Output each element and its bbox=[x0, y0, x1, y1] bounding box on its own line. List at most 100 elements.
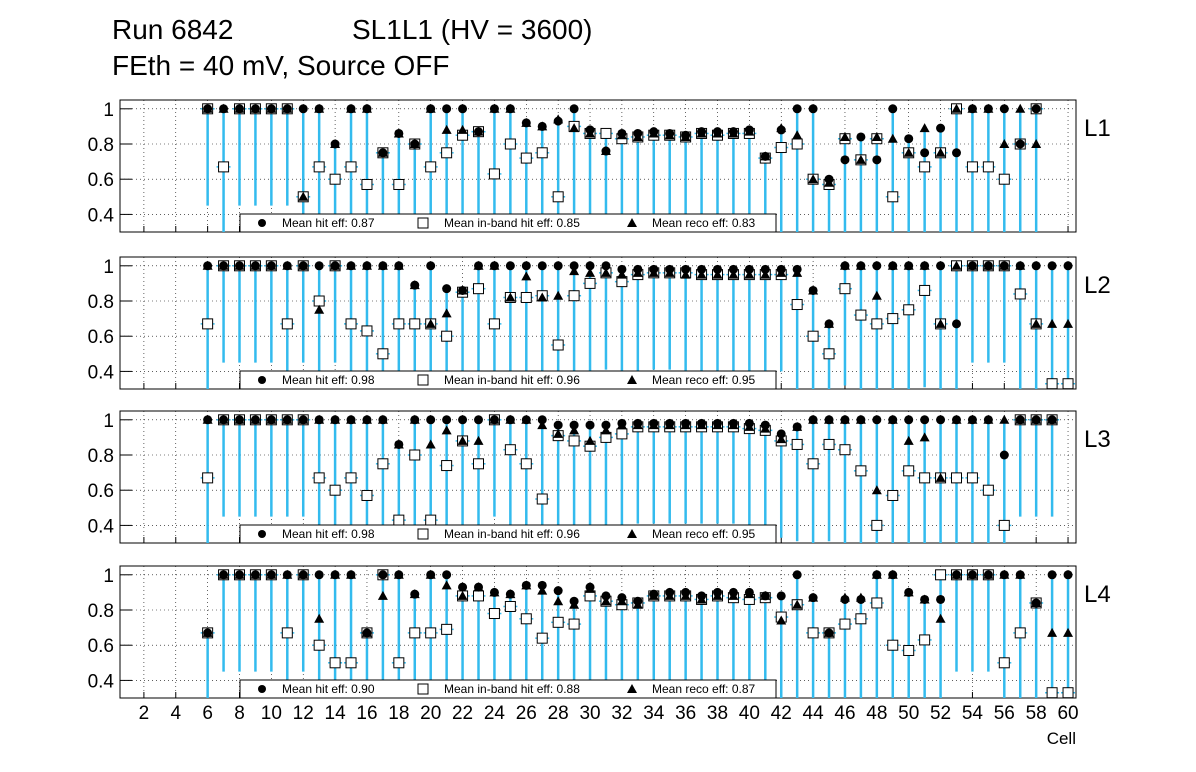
reco-marker bbox=[314, 414, 325, 424]
y-tick-label: 0.4 bbox=[88, 362, 115, 383]
inband-marker bbox=[855, 309, 867, 321]
reco-marker bbox=[680, 420, 691, 430]
reco-marker bbox=[202, 103, 213, 113]
reco-marker bbox=[489, 103, 500, 113]
reco-marker bbox=[600, 146, 611, 156]
x-tick-label: 26 bbox=[516, 703, 537, 724]
inband-marker bbox=[329, 657, 341, 669]
inband-marker bbox=[1014, 288, 1026, 300]
reco-marker bbox=[553, 596, 564, 606]
x-tick-label: 42 bbox=[771, 703, 792, 724]
reco-marker bbox=[983, 103, 994, 113]
reco-marker bbox=[282, 103, 293, 113]
panel-L2: 0.4 0.6 0.8 1 Mean hit eff: 0.98 Mean in-band… bbox=[88, 256, 1111, 390]
legend-box bbox=[239, 679, 777, 699]
reco-marker bbox=[887, 414, 898, 424]
panel-name-label: L4 bbox=[1084, 581, 1111, 608]
reco-marker bbox=[377, 147, 388, 157]
hit-marker bbox=[744, 264, 754, 274]
inband-marker bbox=[393, 318, 405, 330]
inband-marker bbox=[329, 173, 341, 185]
reco-marker bbox=[728, 420, 739, 430]
reco-marker bbox=[1031, 414, 1042, 424]
inband-marker bbox=[791, 299, 803, 311]
inband-marker bbox=[520, 458, 532, 470]
reco-marker bbox=[792, 421, 803, 431]
reco-marker bbox=[521, 580, 532, 590]
reco-marker bbox=[728, 269, 739, 279]
reco-marker bbox=[298, 260, 309, 270]
hit-marker bbox=[888, 104, 898, 114]
x-tick-label: 44 bbox=[803, 703, 825, 724]
reco-marker bbox=[473, 260, 484, 270]
reco-marker bbox=[824, 414, 835, 424]
y-tick-label: 1 bbox=[103, 257, 114, 278]
reco-marker bbox=[1047, 318, 1058, 328]
reco-marker bbox=[696, 128, 707, 138]
x-tick-label: 4 bbox=[170, 703, 181, 724]
y-tick-label: 0.8 bbox=[88, 446, 114, 467]
inband-marker bbox=[393, 657, 405, 669]
x-tick-label: 30 bbox=[579, 703, 600, 724]
reco-marker bbox=[393, 128, 404, 138]
reco-marker bbox=[202, 260, 213, 270]
inband-marker bbox=[998, 173, 1010, 185]
inband-marker bbox=[218, 161, 230, 173]
reco-marker bbox=[776, 434, 787, 444]
reco-marker bbox=[505, 292, 516, 302]
x-tick-label: 24 bbox=[484, 703, 506, 724]
reco-marker bbox=[839, 131, 850, 141]
reco-marker bbox=[744, 269, 755, 279]
x-tick-label: 20 bbox=[420, 703, 441, 724]
panel-frame bbox=[119, 99, 1077, 233]
reco-marker bbox=[282, 414, 293, 424]
legend-hit-marker bbox=[258, 685, 266, 693]
hit-marker bbox=[936, 123, 946, 133]
x-tick-label: 10 bbox=[261, 703, 282, 724]
reco-marker bbox=[903, 260, 914, 270]
reco-marker bbox=[377, 414, 388, 424]
inband-marker bbox=[1062, 378, 1074, 390]
legend-inband-label: Mean in-band hit eff: 0.88 bbox=[444, 682, 580, 696]
reco-marker bbox=[409, 414, 420, 424]
reco-marker bbox=[664, 420, 675, 430]
inband-marker bbox=[473, 458, 484, 470]
inband-marker bbox=[441, 147, 453, 159]
inband-marker bbox=[982, 161, 994, 173]
hit-marker bbox=[458, 582, 468, 592]
reco-marker bbox=[298, 191, 309, 201]
inband-marker bbox=[807, 458, 819, 470]
reco-marker bbox=[250, 103, 261, 113]
reco-marker bbox=[441, 580, 452, 590]
hit-marker bbox=[442, 415, 452, 425]
inband-marker bbox=[568, 290, 580, 302]
reco-marker bbox=[409, 139, 420, 148]
legend-hit-marker bbox=[258, 376, 266, 384]
inband-marker bbox=[425, 514, 437, 526]
hit-marker bbox=[776, 429, 786, 439]
reco-marker bbox=[919, 432, 930, 442]
inband-marker bbox=[409, 627, 421, 639]
inband-marker bbox=[473, 590, 484, 602]
reco-marker bbox=[855, 414, 866, 424]
hit-marker bbox=[952, 319, 961, 329]
reco-marker bbox=[760, 151, 771, 161]
hit-marker bbox=[442, 104, 452, 114]
inband-marker bbox=[202, 472, 214, 484]
reco-marker bbox=[919, 260, 930, 270]
reco-marker bbox=[234, 103, 245, 113]
inband-marker bbox=[823, 438, 835, 450]
reco-marker bbox=[505, 414, 516, 424]
hit-marker bbox=[458, 415, 468, 425]
inband-marker bbox=[871, 519, 883, 531]
reco-marker bbox=[425, 569, 436, 579]
inband-marker bbox=[919, 634, 931, 646]
inband-marker bbox=[361, 325, 373, 337]
inband-marker bbox=[536, 493, 548, 505]
inband-marker bbox=[441, 623, 453, 635]
hit-marker bbox=[872, 415, 882, 425]
inband-marker bbox=[425, 161, 437, 173]
reco-marker bbox=[648, 267, 659, 277]
reco-marker bbox=[298, 569, 309, 579]
